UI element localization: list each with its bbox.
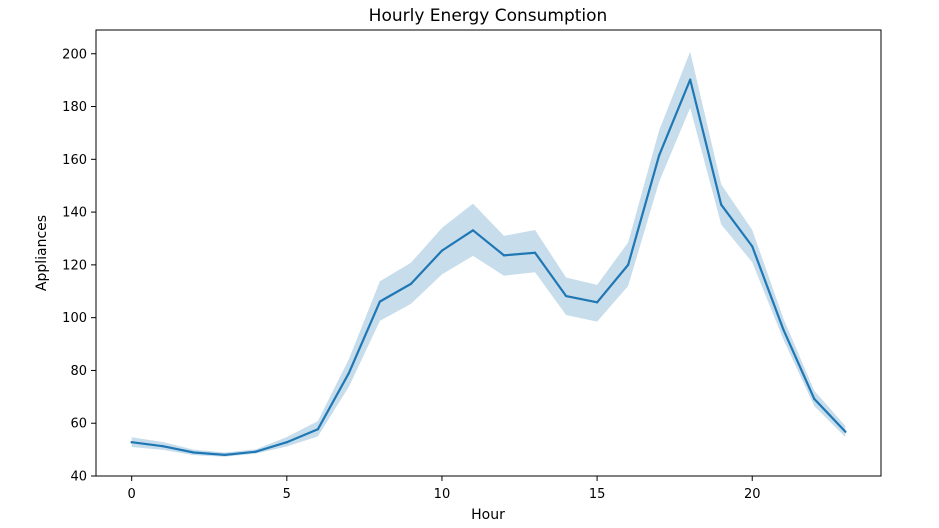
data-point [285,441,288,444]
y-tick-label: 160 [62,153,87,168]
x-tick-label: 20 [744,487,761,502]
data-point [751,245,754,248]
y-tick-label: 180 [62,100,87,115]
x-axis-label: Hour [471,507,505,523]
y-tick-label: 40 [70,470,87,485]
data-point [502,254,506,257]
data-point [409,282,413,285]
x-tick-label: 10 [434,487,451,502]
data-point [254,450,257,453]
y-tick-label: 80 [70,364,87,379]
data-point [596,301,599,304]
y-tick-label: 120 [62,258,87,273]
data-point [223,453,226,456]
data-point [658,154,661,157]
y-axis: 40 60 80 100 120 140 160 180 200 [62,47,96,485]
series-line-layer [130,78,847,456]
axes-frame [95,29,882,477]
data-point [471,229,475,232]
data-point [564,294,568,298]
x-tick-label: 0 [128,487,136,502]
data-point [813,397,816,401]
data-point [533,251,537,254]
data-point [130,441,133,444]
data-point [720,203,723,206]
y-tick-label: 140 [62,206,87,221]
data-point [161,445,164,448]
x-axis: 0 5 10 15 20 [128,476,761,502]
x-tick-label: 5 [283,487,291,502]
y-tick-label: 200 [62,47,87,62]
data-point [689,78,692,81]
data-point [782,328,785,331]
data-point [440,249,444,252]
data-point [844,430,847,433]
series-line-0 [130,78,847,456]
plot-area [96,30,881,476]
data-point [378,300,381,303]
x-tick-label: 15 [589,487,606,502]
chart-title: Hourly Energy Consumption [369,6,608,26]
data-point [316,428,319,431]
confidence-band-0 [131,51,846,457]
y-axis-label: Appliances [34,215,50,291]
data-point [627,263,630,266]
y-tick-label: 100 [62,311,87,326]
data-point [192,451,195,454]
y-tick-label: 60 [70,417,87,432]
data-point [347,371,350,375]
confidence-band-layer [131,51,846,457]
